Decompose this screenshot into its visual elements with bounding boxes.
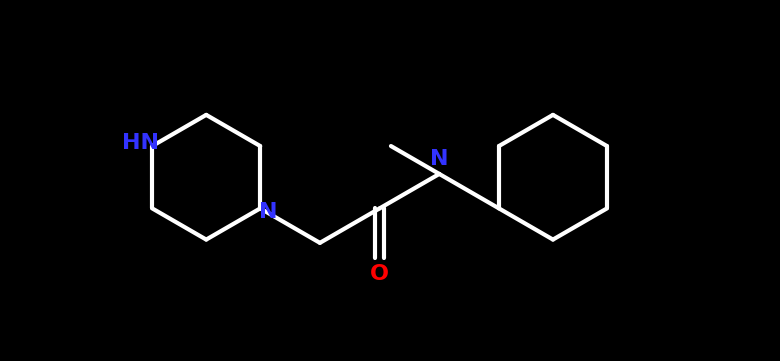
Text: HN: HN xyxy=(122,133,159,153)
Text: N: N xyxy=(259,202,278,222)
Text: O: O xyxy=(370,264,389,284)
Text: N: N xyxy=(430,149,448,170)
